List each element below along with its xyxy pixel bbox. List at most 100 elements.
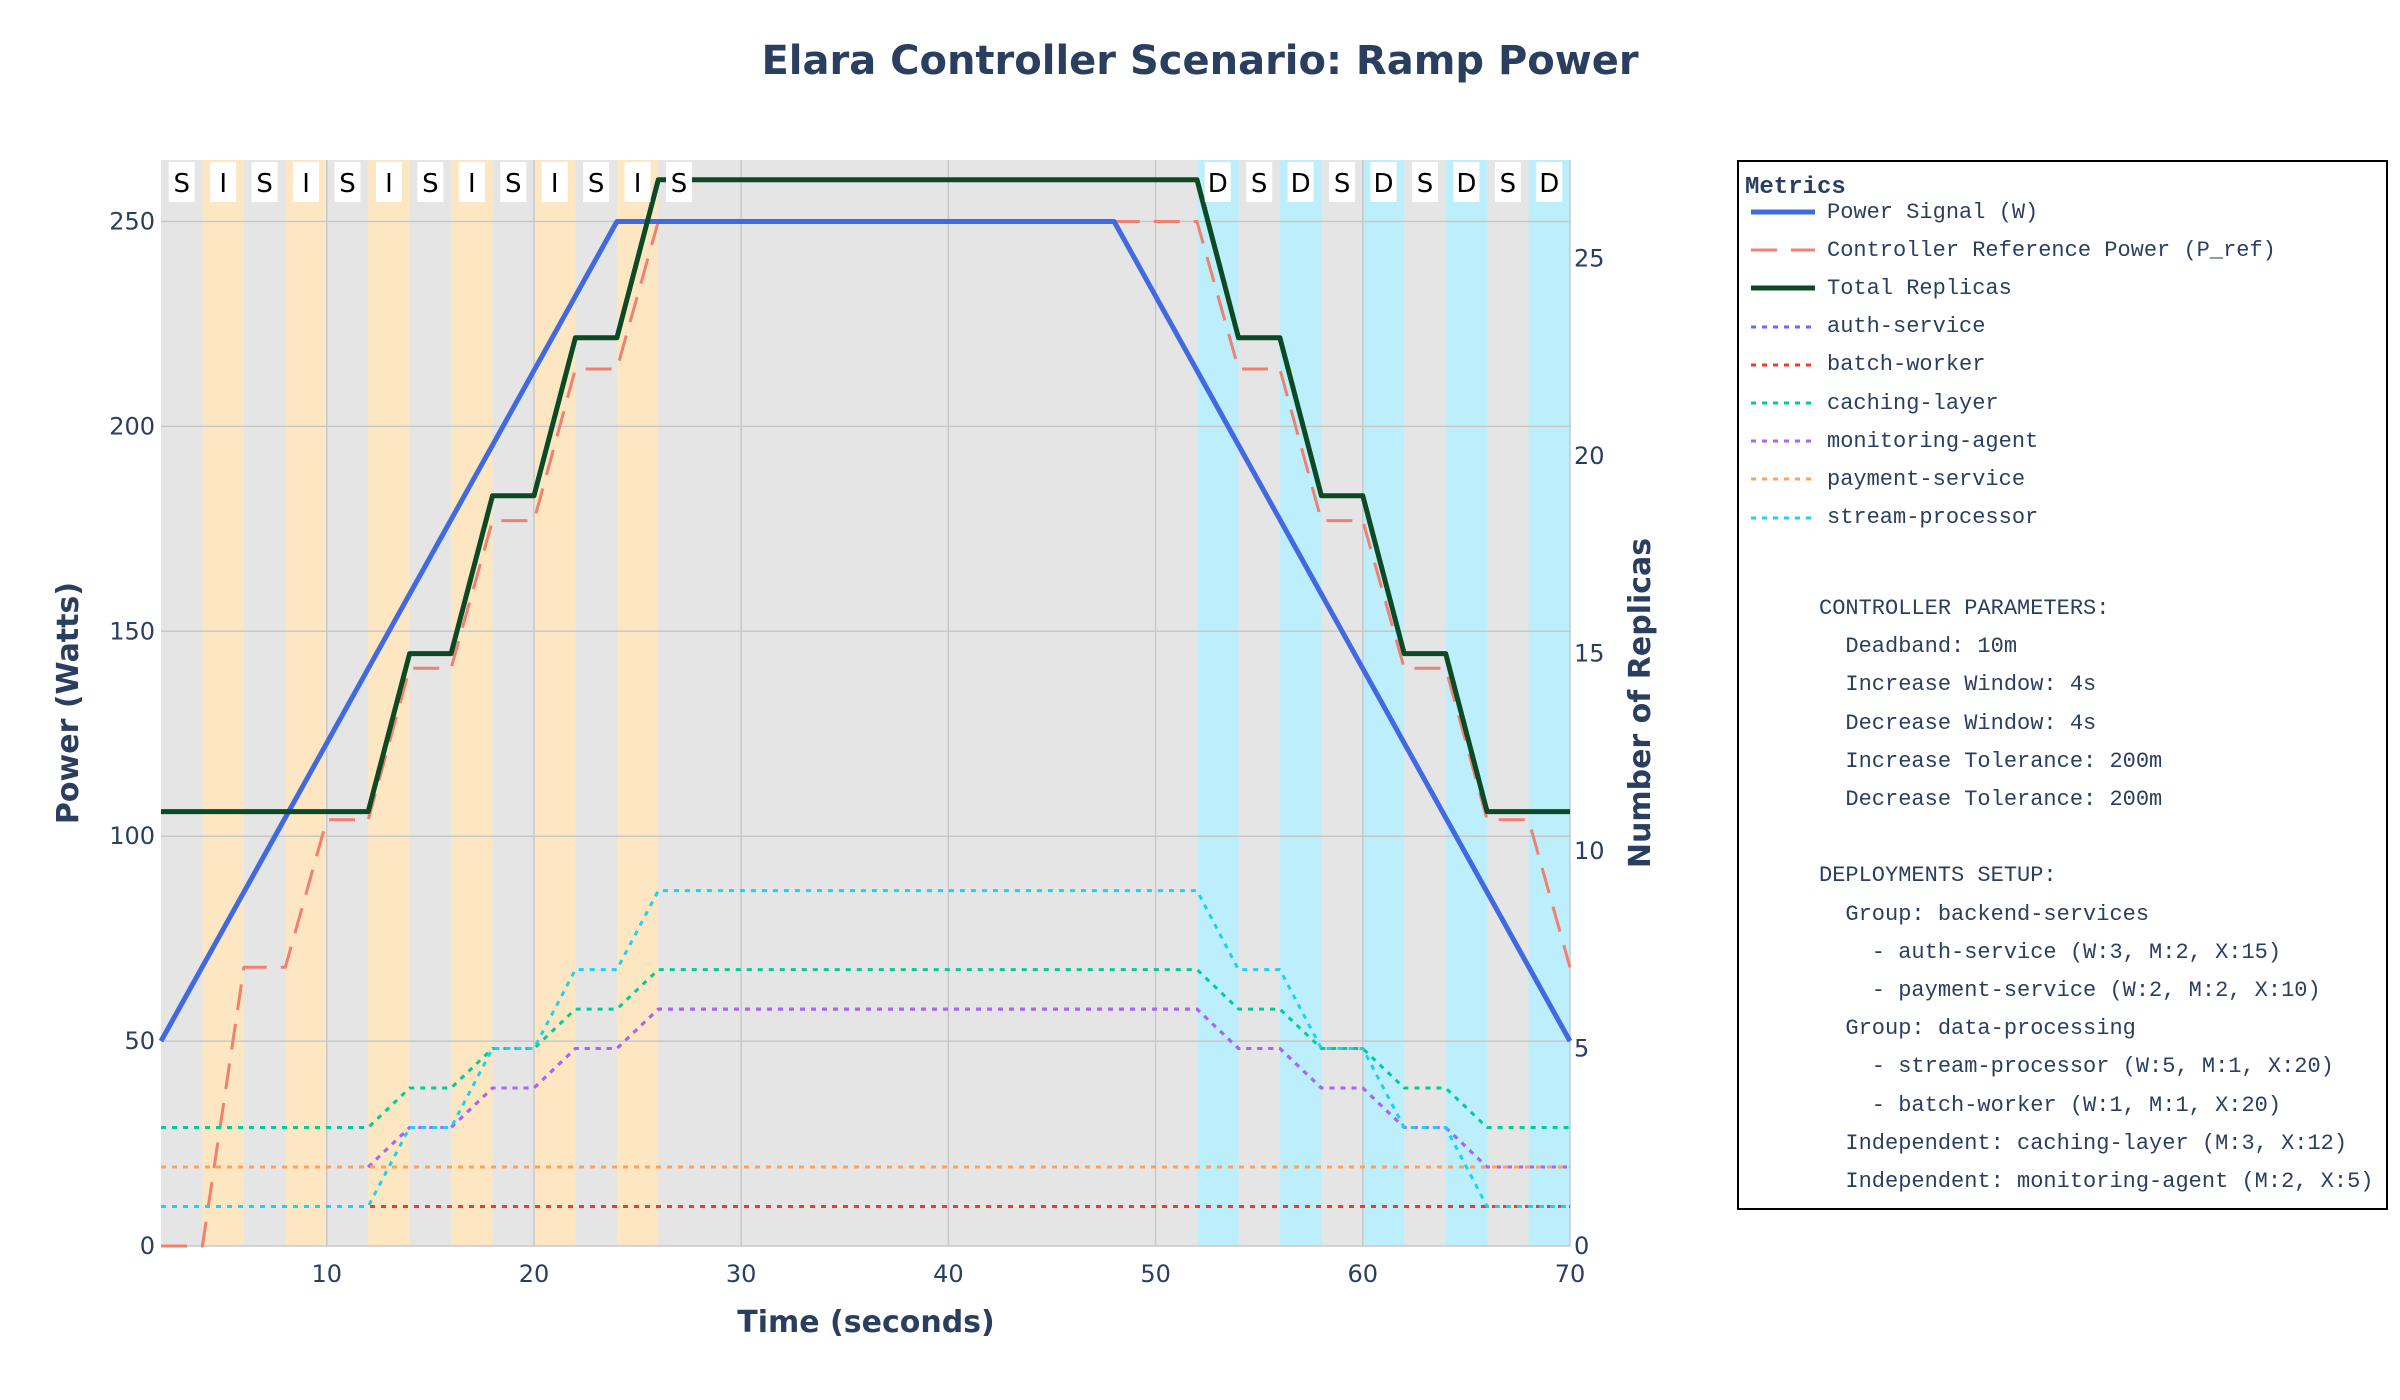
legend-item[interactable]: Controller Reference Power (P_ref) [1747,234,2276,266]
y-tick-labels: 0 50 100 150 200 250 [109,207,155,1260]
x-tick-label: 50 [1140,1260,1171,1288]
phase-label: S [671,169,688,199]
phase-label-box [541,162,568,202]
y2-tick-label: 15 [1574,640,1605,668]
phase-label: I [551,169,559,199]
parameter-line [1819,819,2374,857]
legend-item[interactable]: Power Signal (W) [1747,196,2038,228]
phase-label-box [1329,162,1356,202]
parameter-line: Group: data-processing [1819,1016,2136,1042]
phase-label-box [458,162,485,202]
parameter-line: Increase Window: 4s [1819,672,2097,698]
phase-label-box [1536,162,1563,202]
legend-label: monitoring-agent [1827,428,2039,454]
y2-tick-label: 10 [1574,837,1605,865]
y2-tick-label: 0 [1574,1232,1589,1260]
phase-band-decrease [1445,160,1488,1246]
y-tick-label: 0 [140,1232,155,1260]
x-axis-title: Time (seconds) [737,1305,995,1340]
y-tick-label: 50 [124,1027,155,1055]
legend-swatch [1751,209,1815,215]
legend-item[interactable]: monitoring-agent [1747,425,2038,457]
phase-label: I [385,169,393,199]
y2-tick-label: 5 [1574,1035,1589,1063]
phase-label: D [1456,169,1476,199]
controller-parameters: CONTROLLER PARAMETERS: Deadband: 10m Inc… [1819,590,2374,1201]
legend-label: stream-processor [1827,505,2039,531]
phase-label-box [1287,162,1314,202]
legend-label: Power Signal (W) [1827,199,2039,225]
phase-label-box [417,162,444,202]
phase-label-box [168,162,195,202]
phase-label: D [1373,169,1393,199]
phase-label: S [1251,169,1268,199]
phase-label-box [210,162,237,202]
phase-band-increase [451,160,493,1246]
phase-label: I [219,169,227,199]
y-tick-label: 250 [109,207,155,235]
phase-label: I [468,169,476,199]
phase-label-box [1246,162,1273,202]
y-axis-title: Power (Watts) [51,582,86,824]
phase-band-increase [533,160,576,1246]
legend-swatch [1751,401,1815,405]
legend-item[interactable]: stream-processor [1747,502,2038,534]
parameter-line: Deadband: 10m [1819,634,2018,660]
y2-tick-label: 25 [1574,245,1605,273]
legend-label: auth-service [1827,314,1986,340]
parameter-line: - batch-worker (W:1, M:1, X:20) [1819,1092,2282,1118]
phase-label-box [500,162,527,202]
phase-label: I [302,169,310,199]
legend-swatch [1751,285,1815,291]
y2-tick-labels: 0 5 10 15 20 25 [1574,245,1605,1260]
phase-label-box [1204,162,1231,202]
series-lines [158,177,1573,1248]
phase-label: D [1291,169,1311,199]
x-tick-label: 20 [519,1260,550,1288]
phase-label: S [1334,169,1351,199]
parameter-line: - payment-service (W:2, M:2, X:10) [1819,978,2321,1004]
legend-item[interactable]: payment-service [1747,463,2025,495]
phase-label-box [1494,162,1521,202]
legend-title: Metrics [1745,174,1846,201]
phase-label: S [422,169,439,199]
parameter-line: - stream-processor (W:5, M:1, X:20) [1819,1054,2334,1080]
phase-label-box [1453,162,1480,202]
phase-label-box [624,162,651,202]
phase-label: I [634,169,642,199]
parameter-line: Increase Tolerance: 200m [1819,748,2163,774]
legend-label: Controller Reference Power (P_ref) [1827,237,2276,263]
legend-item[interactable]: batch-worker [1747,349,1985,381]
legend-item[interactable]: caching-layer [1747,387,1999,419]
phase-label-box [375,162,402,202]
legend-item[interactable]: auth-service [1747,311,1985,343]
parameter-line: CONTROLLER PARAMETERS: [1819,596,2110,621]
x-tick-label: 40 [933,1260,964,1288]
legend-item[interactable]: Total Replicas [1747,272,2012,304]
phase-label: S [173,169,190,199]
y2-tick-label: 20 [1574,442,1605,470]
parameter-line: Independent: caching-layer (M:3, X:12) [1819,1130,2348,1156]
legend-label: caching-layer [1827,390,1999,416]
y-tick-label: 200 [109,412,155,440]
parameter-line: Independent: monitoring-agent (M:2, X:5) [1819,1169,2374,1195]
phase-bands [202,160,1570,1246]
series-line-caching-layer [161,968,1570,1129]
phase-band-increase [368,160,410,1246]
x-tick-labels: 10 20 30 40 50 60 70 [311,1260,1585,1288]
legend-label: batch-worker [1827,352,1986,378]
parameter-line: - auth-service (W:3, M:2, X:15) [1819,939,2282,965]
phase-label-box [334,162,361,202]
phase-label: S [1417,169,1434,199]
phase-label-box [293,162,320,202]
y-tick-label: 150 [109,617,155,645]
phase-band-increase [285,160,327,1246]
parameter-line: Decrease Tolerance: 200m [1819,787,2163,813]
legend-swatch [1751,516,1815,520]
phase-band-increase [202,160,244,1246]
grid-lines [161,160,1571,1247]
chart-title: Elara Controller Scenario: Ramp Power [761,38,1639,84]
x-tick-label: 60 [1348,1260,1379,1288]
series-line-controller-reference-power-p-ref [161,220,1572,1248]
